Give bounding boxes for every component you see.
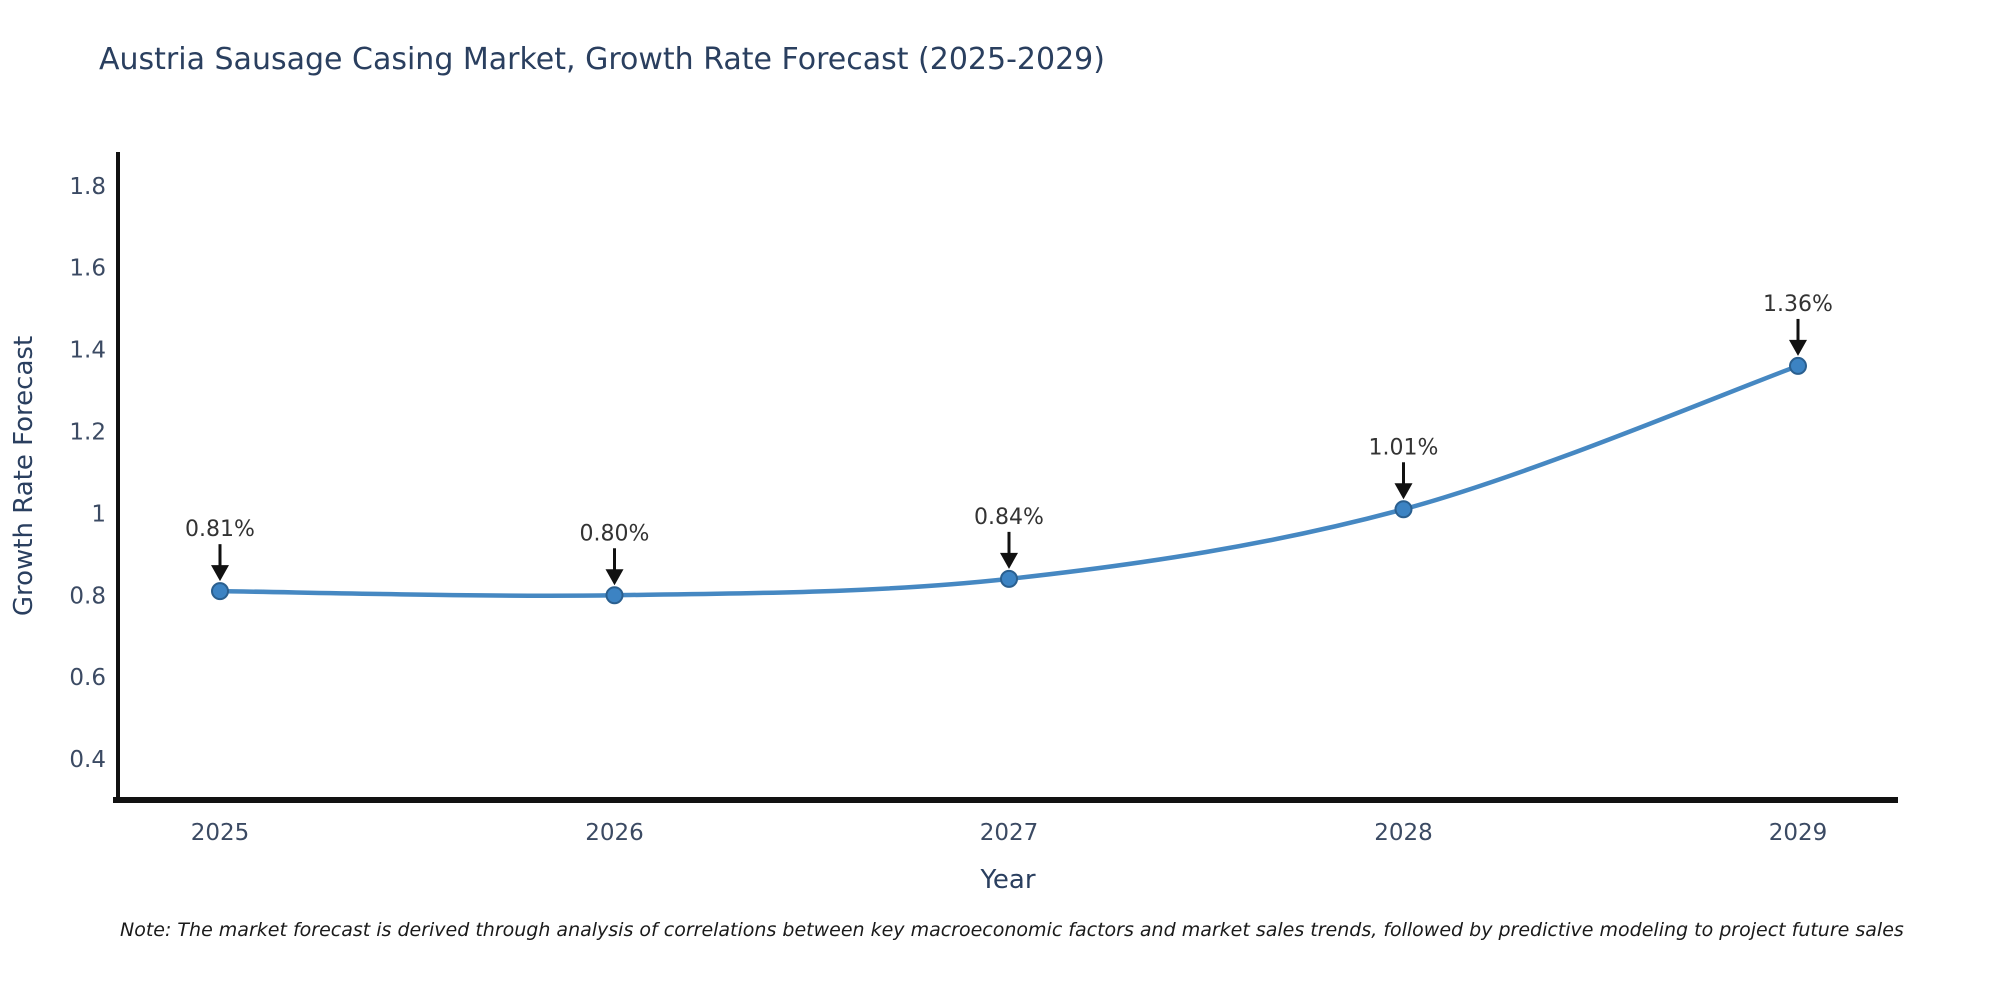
annotation-arrow-head [605,569,624,586]
series-layer [211,356,1807,605]
x-tick-label: 2029 [1769,820,1828,846]
annotation-2026: 0.80% [580,521,650,586]
y-tick-label: 1.6 [69,256,106,282]
data-point-2027 [1000,569,1018,588]
annotation-2029: 1.36% [1763,292,1833,356]
data-point-2025 [211,582,229,601]
x-axis-title: Year [979,865,1035,895]
annotation-label: 0.80% [580,521,650,546]
annotation-arrow-head [1394,483,1413,500]
axes-layer [113,152,1898,803]
data-point-2028 [1394,500,1413,519]
annotation-2028: 1.01% [1369,435,1439,500]
annotation-label: 1.01% [1369,435,1439,460]
annotation-2025: 0.81% [185,517,255,582]
annotation-label: 0.81% [185,517,255,542]
chart-title: Austria Sausage Casing Market, Growth Ra… [99,42,1105,77]
footnote: Note: The market forecast is derived thr… [120,919,1904,941]
data-point-2026 [605,586,624,605]
x-tick-label: 2027 [980,820,1039,846]
y-tick-label: 1.8 [69,174,106,200]
y-axis-title: Growth Rate Forecast [9,336,39,616]
annotation-2027: 0.84% [974,505,1044,569]
annotation-label: 1.36% [1763,292,1833,317]
y-tick-label: 1.4 [69,338,106,364]
y-tick-label: 0.6 [69,665,106,691]
annotation-arrow-head [1000,552,1018,569]
x-tick-label: 2025 [191,820,250,846]
data-point-2029 [1789,356,1807,375]
x-tick-label: 2028 [1374,820,1433,846]
tick-layer: 0.4 0.6 0.8 1 1.2 1.4 1.6 1.8 2025 2026 2027 2028 20… [69,174,1827,846]
y-tick-label: 1.2 [69,419,106,445]
y-tick-label: 1 [91,501,106,527]
annotation-label: 0.84% [974,505,1044,530]
annotation-arrow-head [1789,339,1807,356]
annotation-layer: 0.81% 0.80% 0.84% 1.01% 1.36% [185,292,1833,586]
y-tick-label: 0.8 [69,583,106,609]
annotation-arrow-head [211,565,229,582]
y-tick-label: 0.4 [69,747,106,773]
x-tick-label: 2026 [585,820,644,846]
